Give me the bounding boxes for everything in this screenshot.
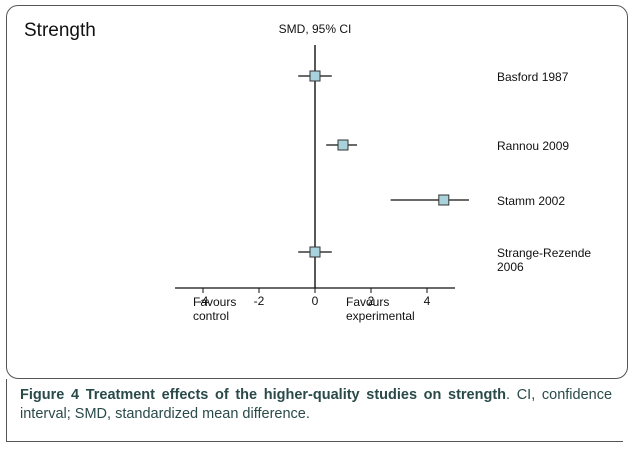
x-axis-label: SMD, 95% CI [279, 22, 352, 36]
caption-label: Figure 4 [20, 387, 80, 403]
caption-title: Treatment effects of the higher-quality … [85, 387, 507, 403]
left-note: Favours control [193, 295, 237, 323]
estimate [438, 194, 450, 206]
x-tick-label: 2 [368, 294, 375, 308]
study-label: Rannou 2009 [497, 139, 570, 153]
caption-frame [6, 379, 623, 442]
right-note: Favours experimental [346, 295, 415, 323]
estimate [309, 70, 321, 82]
caption-text: . CI, confidence interval; SMD, standard… [20, 387, 613, 422]
estimate [309, 246, 321, 258]
caption: Figure 4 Treatment effects of the higher… [20, 386, 612, 424]
plot-frame [6, 5, 628, 379]
chart-title: Strength [24, 20, 96, 41]
x-tick-label: 4 [424, 294, 431, 308]
study-label: Strange-Rezende 2006 [497, 246, 592, 274]
x-tick-label: 0 [312, 294, 319, 308]
x-tick-label: -4 [198, 294, 209, 308]
study-label: Stamm 2002 [497, 194, 566, 208]
x-tick-label: -2 [254, 294, 265, 308]
study-label: Basford 1987 [497, 70, 569, 84]
estimate [337, 139, 349, 151]
